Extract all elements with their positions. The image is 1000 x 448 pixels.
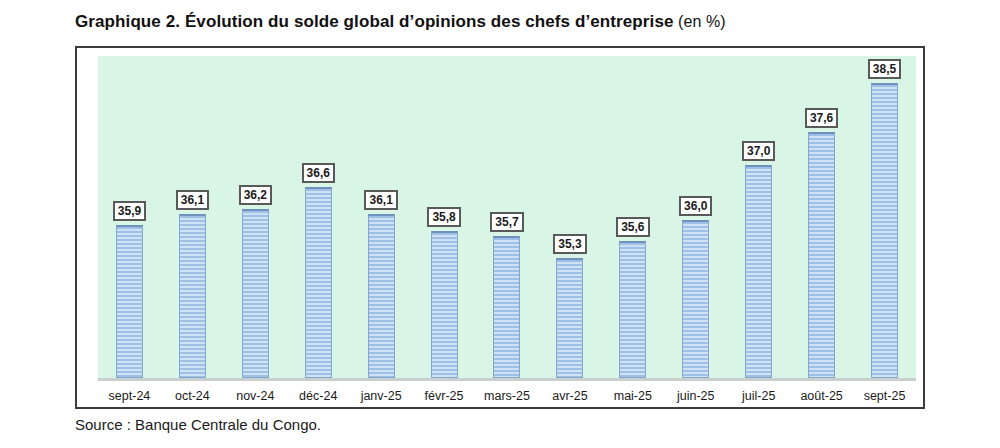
bar-value-label: 35,8: [427, 207, 460, 227]
x-axis: sept-24oct-24nov-24déc-24janv-25févr-25m…: [98, 381, 916, 411]
x-axis-label: sept-24: [98, 389, 161, 403]
bar-value-label: 38,5: [868, 59, 901, 79]
chart-title: Graphique 2. Évolution du solde global d…: [75, 12, 955, 32]
x-axis-label: mars-25: [476, 389, 539, 403]
bar: [368, 214, 395, 378]
bar: [431, 231, 458, 378]
x-axis-label: oct-24: [161, 389, 224, 403]
bar-value-label: 35,6: [616, 217, 649, 237]
bar: [745, 165, 772, 378]
x-axis-label: juil-25: [727, 389, 790, 403]
bar: [305, 187, 332, 378]
x-axis-label: juin-25: [664, 389, 727, 403]
chart-title-text: Graphique 2. Évolution du solde global d…: [75, 12, 674, 31]
bar-value-label: 36,2: [239, 185, 272, 205]
bar-column: 36,6: [287, 56, 350, 378]
bar-column: 35,9: [98, 56, 161, 378]
bar-column: 36,1: [161, 56, 224, 378]
x-axis-label: janv-25: [350, 389, 413, 403]
bar-column: 37,0: [727, 56, 790, 378]
bar-value-label: 35,9: [113, 201, 146, 221]
bar: [179, 214, 206, 378]
bar: [871, 83, 898, 378]
bar-column: 35,7: [476, 56, 539, 378]
chart-frame: 35,9 36,1 36,2 36,6 36,1 35,8 35,7 35,3 35,6 36,0…: [75, 46, 925, 409]
bar: [242, 209, 269, 378]
plot-area: 35,9 36,1 36,2 36,6 36,1 35,8 35,7 35,3 35,6 36,0…: [98, 56, 916, 381]
bar-column: 35,8: [413, 56, 476, 378]
x-axis-label: mai-25: [601, 389, 664, 403]
bar-value-label: 35,7: [490, 212, 523, 232]
report-page: Graphique 2. Évolution du solde global d…: [0, 0, 1000, 448]
bar-column: 36,0: [664, 56, 727, 378]
bar-value-label: 36,0: [679, 196, 712, 216]
bar: [808, 132, 835, 378]
bar: [682, 220, 709, 378]
bar-value-label: 36,1: [364, 190, 397, 210]
x-axis-label: déc-24: [287, 389, 350, 403]
x-axis-label: avr-25: [538, 389, 601, 403]
bar-value-label: 36,6: [302, 163, 335, 183]
x-axis-label: sept-25: [853, 389, 916, 403]
bar-value-label: 37,6: [805, 108, 838, 128]
x-axis-label: févr-25: [413, 389, 476, 403]
chart-title-units: (en %): [674, 13, 726, 30]
bar: [116, 225, 143, 378]
bar-column: 38,5: [853, 56, 916, 378]
bar-column: 36,1: [350, 56, 413, 378]
bar-value-label: 37,0: [742, 141, 775, 161]
bar-column: 36,2: [224, 56, 287, 378]
bar: [619, 241, 646, 378]
bar: [556, 258, 583, 378]
bar-value-label: 35,3: [553, 234, 586, 254]
bar-column: 37,6: [790, 56, 853, 378]
x-axis-label: nov-24: [224, 389, 287, 403]
source-note: Source : Banque Centrale du Congo.: [75, 416, 321, 433]
bar-column: 35,3: [538, 56, 601, 378]
bar-column: 35,6: [601, 56, 664, 378]
bar: [493, 236, 520, 378]
x-axis-label: août-25: [790, 389, 853, 403]
bar-value-label: 36,1: [176, 190, 209, 210]
